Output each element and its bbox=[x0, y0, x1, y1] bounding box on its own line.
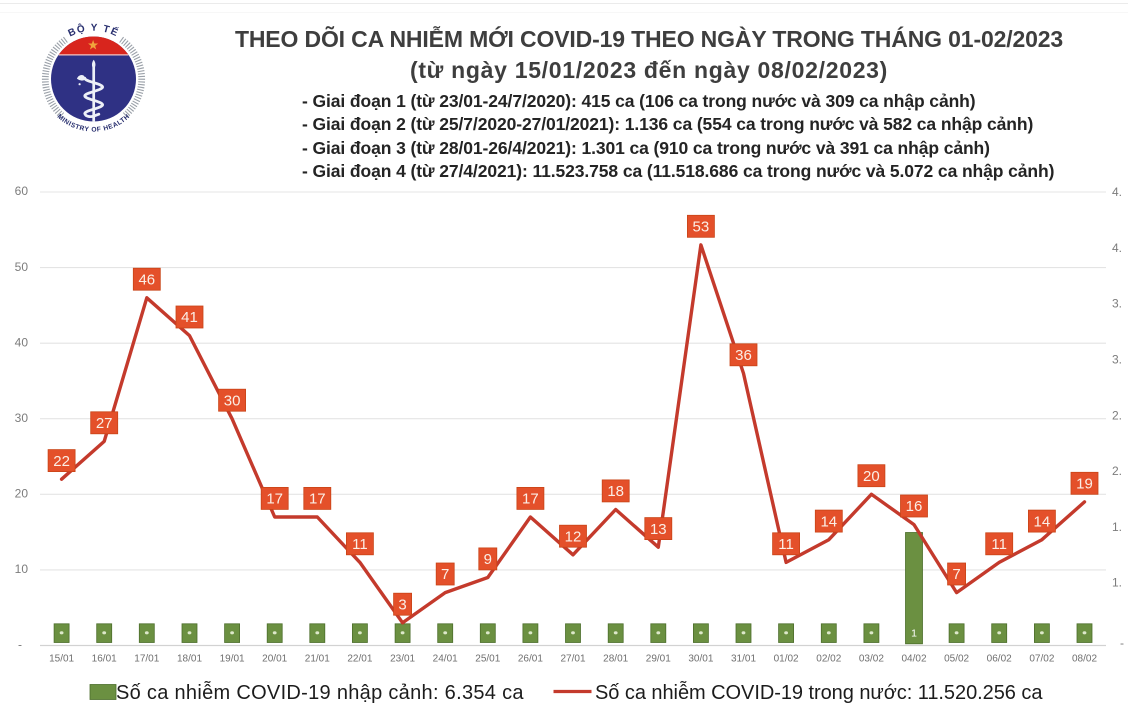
svg-text:01/02: 01/02 bbox=[774, 654, 799, 665]
svg-text:21/01: 21/01 bbox=[305, 654, 330, 665]
svg-text:24/01: 24/01 bbox=[433, 654, 458, 665]
svg-text:10: 10 bbox=[15, 562, 29, 576]
svg-text:22/01: 22/01 bbox=[347, 654, 372, 665]
svg-text:11: 11 bbox=[778, 536, 794, 553]
svg-text:3: 3 bbox=[398, 596, 406, 613]
svg-text:22: 22 bbox=[53, 453, 70, 470]
svg-text:BỘ Y TẾ: BỘ Y TẾ bbox=[67, 21, 122, 39]
svg-text:1.: 1. bbox=[1112, 576, 1122, 590]
svg-text:2.: 2. bbox=[1112, 464, 1122, 478]
svg-text:1: 1 bbox=[911, 628, 917, 640]
svg-text:1.: 1. bbox=[1112, 520, 1122, 534]
svg-text:12: 12 bbox=[565, 528, 582, 545]
svg-text:20: 20 bbox=[863, 468, 880, 485]
svg-text:46: 46 bbox=[138, 271, 155, 288]
svg-text:19: 19 bbox=[1076, 476, 1093, 493]
svg-text:2.: 2. bbox=[1112, 408, 1122, 422]
svg-text:30/01: 30/01 bbox=[688, 654, 713, 665]
svg-text:41: 41 bbox=[181, 309, 198, 326]
svg-text:16: 16 bbox=[906, 498, 923, 515]
svg-text:29/01: 29/01 bbox=[646, 654, 671, 665]
svg-text:30: 30 bbox=[224, 392, 241, 409]
svg-text:17: 17 bbox=[309, 491, 326, 508]
svg-text:17: 17 bbox=[266, 491, 283, 508]
svg-text:04/02: 04/02 bbox=[901, 654, 926, 665]
svg-text:11: 11 bbox=[352, 536, 368, 553]
svg-text:16/01: 16/01 bbox=[92, 654, 117, 665]
svg-text:28/01: 28/01 bbox=[603, 654, 628, 665]
svg-text:27: 27 bbox=[96, 415, 113, 432]
svg-text:17/01: 17/01 bbox=[134, 654, 159, 665]
svg-text:14: 14 bbox=[1034, 513, 1051, 530]
svg-text:25/01: 25/01 bbox=[475, 654, 500, 665]
svg-text:17: 17 bbox=[522, 491, 539, 508]
svg-text:11: 11 bbox=[991, 536, 1007, 553]
svg-text:-: - bbox=[1120, 636, 1124, 650]
svg-text:27/01: 27/01 bbox=[560, 654, 585, 665]
svg-text:05/02: 05/02 bbox=[944, 654, 969, 665]
svg-text:26/01: 26/01 bbox=[518, 654, 543, 665]
svg-text:23/01: 23/01 bbox=[390, 654, 415, 665]
svg-text:36: 36 bbox=[735, 347, 752, 364]
svg-text:07/02: 07/02 bbox=[1029, 654, 1054, 665]
svg-text:20/01: 20/01 bbox=[262, 654, 287, 665]
svg-text:50: 50 bbox=[15, 260, 29, 274]
svg-text:15/01: 15/01 bbox=[49, 654, 74, 665]
svg-text:03/02: 03/02 bbox=[859, 654, 884, 665]
svg-text:20: 20 bbox=[15, 486, 29, 500]
svg-text:-: - bbox=[18, 638, 22, 652]
svg-text:31/01: 31/01 bbox=[731, 654, 756, 665]
svg-text:19/01: 19/01 bbox=[220, 654, 245, 665]
svg-text:9: 9 bbox=[484, 551, 492, 568]
svg-text:08/02: 08/02 bbox=[1072, 654, 1097, 665]
svg-text:40: 40 bbox=[15, 335, 29, 349]
svg-text:14: 14 bbox=[820, 513, 837, 530]
svg-text:4.: 4. bbox=[1112, 241, 1122, 255]
svg-text:13: 13 bbox=[650, 521, 667, 538]
svg-text:30: 30 bbox=[15, 411, 29, 425]
svg-text:3.: 3. bbox=[1112, 297, 1122, 311]
svg-text:7: 7 bbox=[441, 566, 449, 583]
svg-text:4.: 4. bbox=[1112, 185, 1122, 199]
svg-text:60: 60 bbox=[15, 184, 29, 198]
svg-text:53: 53 bbox=[693, 219, 710, 236]
svg-text:3.: 3. bbox=[1112, 352, 1122, 366]
svg-text:18: 18 bbox=[607, 483, 624, 500]
svg-text:18/01: 18/01 bbox=[177, 654, 202, 665]
svg-text:06/02: 06/02 bbox=[987, 654, 1012, 665]
svg-text:02/02: 02/02 bbox=[816, 654, 841, 665]
svg-text:7: 7 bbox=[952, 566, 960, 583]
